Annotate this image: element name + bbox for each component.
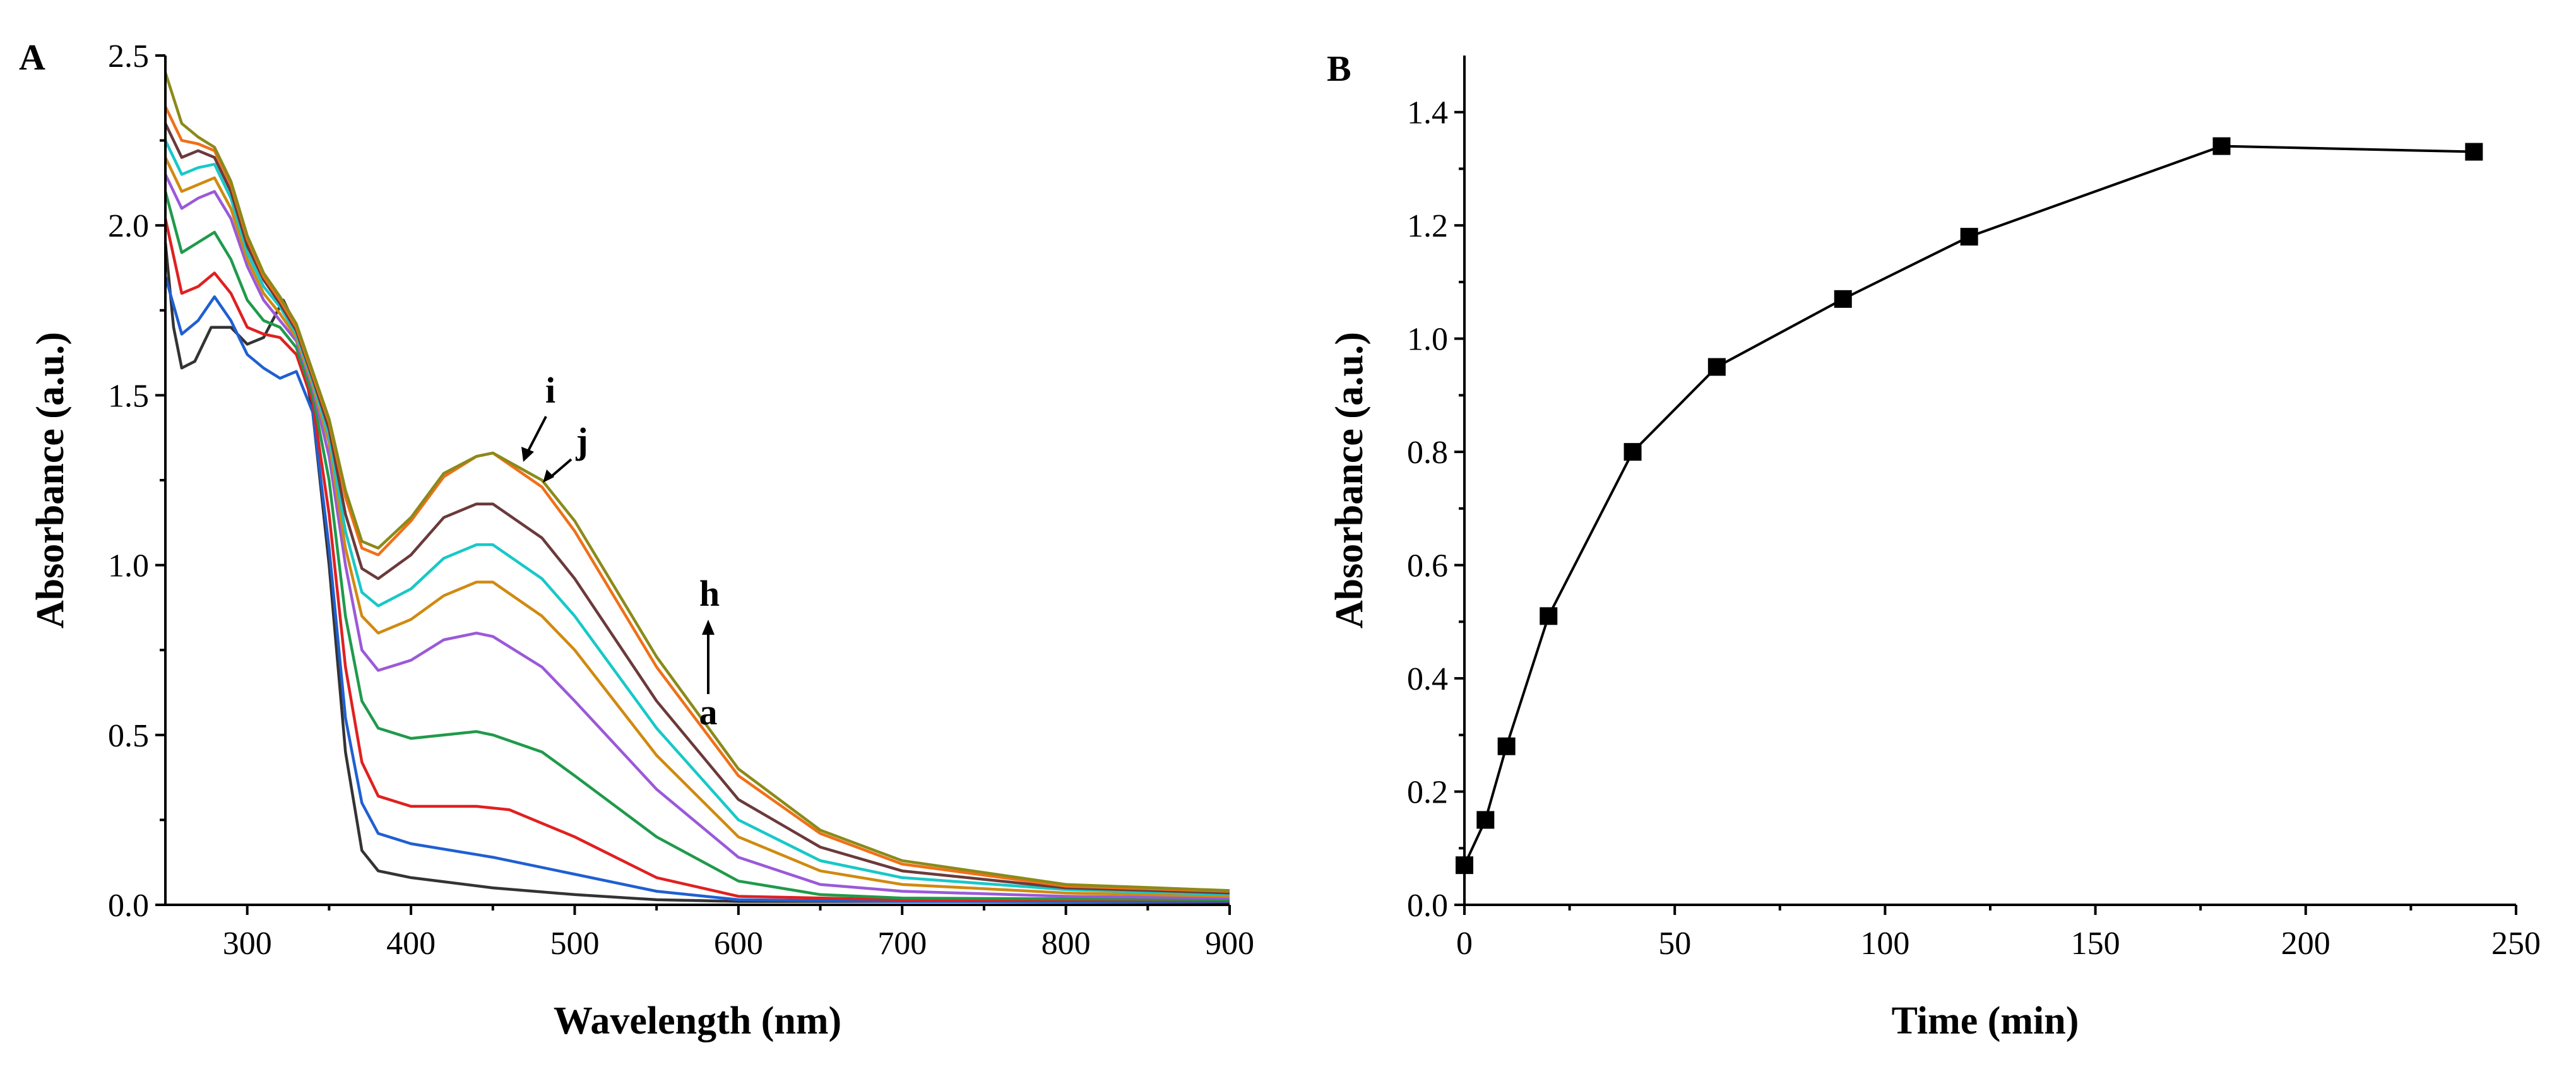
label-j-arrow: [548, 458, 573, 480]
panel-a-x-tick-label: 500: [550, 926, 599, 962]
label-i-arrowhead: [521, 447, 534, 462]
panel-a-y-tick-label: 2.0: [108, 208, 149, 244]
spectrum-curve-j: [163, 72, 1230, 892]
data-point-square: [1960, 228, 1978, 246]
panel-b-y-tick-label: 1.0: [1407, 322, 1448, 358]
panel-a-y-tick-label: 2.5: [108, 38, 149, 74]
panel-b-x-tick-label: 0: [1456, 926, 1473, 962]
data-point-square: [2465, 143, 2483, 161]
panel-b-label: B: [1327, 48, 1351, 89]
panel-b: B 0 50 100 150 200 250 0.0 0.2 0.4 0.6 0.8 1.0 1.2 1.…: [1327, 48, 2541, 1042]
panel-a-x-tick-label: 700: [877, 926, 927, 962]
panel-a-y-tick-label: 1.5: [108, 378, 149, 414]
panel-b-x-tick-label: 250: [2491, 926, 2541, 962]
label-i: i: [545, 370, 555, 411]
spectrum-curve-g: [163, 139, 1230, 897]
spectrum-curve-b: [163, 276, 1230, 903]
label-h: h: [699, 573, 720, 614]
data-point-square: [1476, 811, 1495, 829]
data-point-square: [1497, 737, 1516, 755]
panel-a-annotations: i j h a: [521, 370, 720, 733]
panel-a-x-tick-label: 800: [1042, 926, 1091, 962]
panel-a-label: A: [19, 37, 45, 78]
panel-a-x-tick-label: 900: [1205, 926, 1254, 962]
panel-b-x-tick-label: 200: [2281, 926, 2330, 962]
panel-a: A 300 400 500 600 700 800 900 0.0 0.5 1.0 1.5 2.0 2.…: [19, 37, 1254, 1042]
panel-b-y-tick-label: 0.0: [1407, 888, 1448, 924]
panel-a-y-tick-label: 1.0: [108, 548, 149, 584]
panel-a-y-tick-label: 0.5: [108, 718, 149, 754]
panel-b-x-axis-title: Time (min): [1892, 999, 2079, 1042]
spectrum-curve-e: [163, 174, 1230, 900]
label-j-arrowhead: [543, 469, 554, 483]
panel-b-y-tick-label: 0.6: [1407, 548, 1448, 584]
panel-a-x-tick-label: 600: [714, 926, 763, 962]
panel-b-x-tick-label: 100: [1860, 926, 1909, 962]
panel-b-y-tick-label: 0.8: [1407, 435, 1448, 471]
h-a-arrowhead: [702, 620, 715, 635]
panel-a-y-axis-title: Absorbance (a.u.): [29, 332, 72, 628]
panel-b-y-tick-label: 0.4: [1407, 661, 1448, 697]
spectrum-curve-a: [163, 242, 1230, 904]
panel-b-y-tick-label: 1.2: [1407, 208, 1448, 244]
data-point-square: [1623, 443, 1642, 461]
data-point-square: [1540, 607, 1558, 625]
label-j: j: [575, 420, 588, 461]
spectrum-curve-h: [163, 122, 1230, 895]
panel-a-y-tick-label: 0.0: [108, 888, 149, 924]
spectrum-curve-f: [163, 156, 1230, 898]
label-i-arrow: [525, 416, 547, 455]
panel-a-x-axis-title: Wavelength (nm): [554, 999, 841, 1042]
panel-b-x-tick-label: 150: [2071, 926, 2120, 962]
data-point-square: [1834, 290, 1852, 308]
panel-b-y-tick-label: 0.2: [1407, 775, 1448, 811]
data-point-square: [1707, 358, 1726, 376]
kinetic-line: [1463, 144, 2474, 866]
panel-a-x-tick-label: 400: [386, 926, 436, 962]
panel-b-y-tick-label: 1.4: [1407, 95, 1448, 131]
spectrum-curve-d: [163, 191, 1230, 902]
spectrum-curve-c: [163, 218, 1230, 902]
panel-b-y-axis-title: Absorbance (a.u.): [1328, 332, 1371, 628]
label-a: a: [699, 692, 718, 733]
panel-a-x-tick-label: 300: [223, 926, 272, 962]
panel-b-x-tick-label: 50: [1658, 926, 1691, 962]
data-point-square: [2212, 137, 2231, 155]
